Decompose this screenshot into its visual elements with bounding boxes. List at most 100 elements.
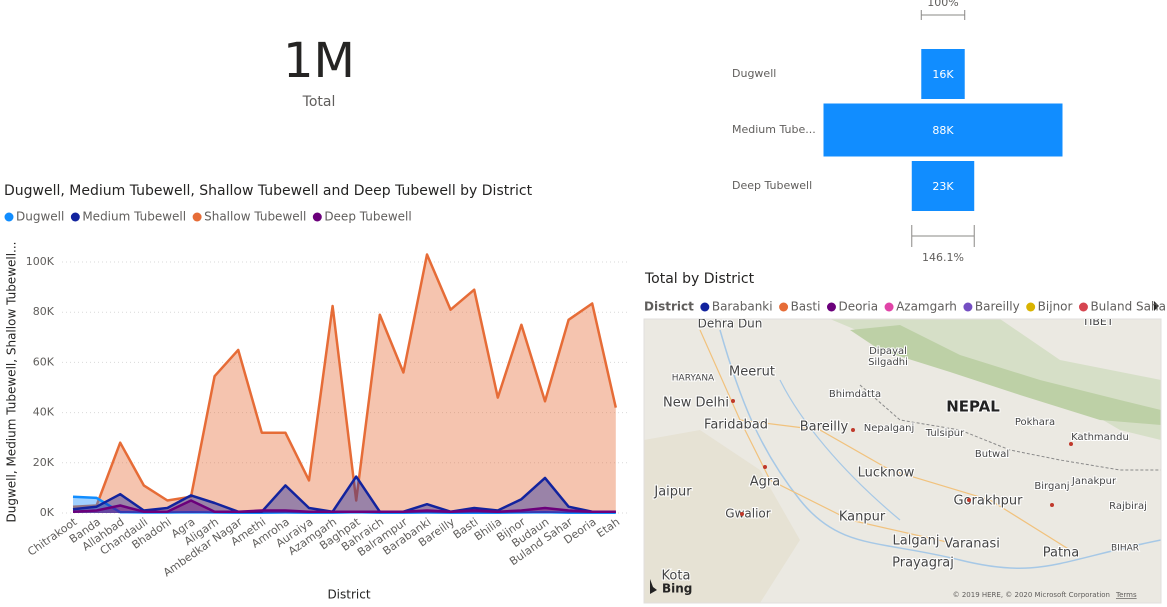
place-label: Prayagraj [892,556,954,571]
legend-marker [884,302,894,312]
legend-marker [1026,302,1036,312]
y-tick-label: 20K [33,456,55,469]
map-attribution: © 2019 HERE, © 2020 Microsoft Corporatio… [953,591,1110,599]
legend-marker [826,302,836,312]
legend-marker [700,302,710,312]
card-label: Total [302,94,336,110]
map-terms[interactable]: Terms [1115,591,1137,599]
legend-label: Bareilly [975,300,1020,314]
funnel-bar [823,103,1063,157]
legend-label: Bijnor [1038,300,1073,314]
legend-marker [312,212,322,222]
x-tick-label: Etah [594,515,622,540]
legend-label: Dugwell [16,210,64,224]
legend-next[interactable] [1154,301,1159,311]
funnel-category: Deep Tubewell [732,179,812,192]
place-label: Rajbiraj [1109,501,1147,512]
place-label: Jaipur [653,485,692,500]
place-label: New Delhi [663,396,729,411]
legend-marker [4,212,14,222]
legend-label: Azamgarh [896,300,957,314]
place-dot [967,498,971,502]
place-label: Kanpur [839,510,886,525]
place-label: Tulsipur [925,428,965,439]
place-label: Birganj [1034,481,1069,492]
funnel-category: Dugwell [732,67,776,80]
place-label: Lucknow [858,466,915,481]
place-label: NEPAL [946,398,1000,416]
legend-marker [779,302,789,312]
legend-marker [1078,302,1088,312]
funnel-bar [921,49,965,99]
legend-label: Deoria [838,300,878,314]
y-tick-label: 80K [33,305,55,318]
line [72,253,618,508]
funnel-bracket [911,225,975,247]
line [72,499,616,513]
place-label: Kota [662,569,691,584]
funnel-value-label: 88K [932,124,954,137]
legend-marker [70,212,80,222]
place-label: Agra [750,475,780,490]
place-label: Bhimdatta [829,389,881,400]
place-label: TIBET [1081,315,1113,328]
place-label: Dipayal [869,346,907,357]
y-tick-label: 0K [40,506,55,519]
place-label: Varanasi [944,537,1000,552]
place-label: Gwalior [725,507,770,521]
y-tick-label: 100K [26,255,55,268]
map-title: Total by District [644,271,755,287]
place-label: Kathmandu [1071,432,1129,443]
place-label: Nepalganj [864,423,914,434]
funnel-value-label: 23K [932,180,954,193]
funnel-category: Medium Tube... [732,123,816,136]
x-axis-title: District [327,588,370,602]
place-label: Patna [1043,546,1080,561]
legend-marker [192,212,202,222]
place-label: Meerut [729,365,775,380]
place-dot [1050,503,1054,507]
legend-label: Medium Tubewell [82,210,186,224]
place-label: Pokhara [1015,417,1055,428]
map-background [644,319,1161,603]
place-dot [731,399,735,403]
place-dot [763,465,767,469]
legend-label: Barabanki [712,300,773,314]
place-label: BIHAR [1111,544,1139,554]
funnel-top-label: 100% [927,0,958,9]
place-label: Janakpur [1071,476,1117,487]
card-value: 1M [283,33,355,89]
place-label: Lalganj [893,534,940,549]
place-dot [1069,442,1073,446]
place-label: Gorakhpur [954,494,1024,509]
legend-label: Deep Tubewell [324,210,411,224]
legend-title: District [644,300,694,314]
map-logo-icon [650,579,657,594]
funnel-bottom-label: 146.1% [922,251,964,264]
map-frame [643,318,1162,604]
place-label: Butwal [975,449,1009,460]
place-dot [740,512,744,516]
map-logo: Bing [662,582,692,596]
place-label: Bareilly [800,420,849,435]
place-label: Dehra Dun [698,317,763,331]
legend-marker [963,302,973,312]
legend-label: Buland Sahar [1090,300,1167,314]
funnel-bracket [920,10,966,20]
legend-label: Shallow Tubewell [204,210,306,224]
chart-title: Dugwell, Medium Tubewell, Shallow Tubewe… [4,183,533,199]
place-label: Silgadhi [868,357,908,368]
place-label: HARYANA [672,374,715,384]
line [72,475,616,513]
funnel-value-label: 16K [932,68,954,81]
y-tick-label: 60K [33,355,55,368]
y-tick-label: 40K [33,406,55,419]
place-dot [851,428,855,432]
place-label: Faridabad [704,418,768,433]
legend-label: Basti [791,300,821,314]
y-axis-title: Dugwell, Medium Tubewell, Shallow Tubewe… [5,242,19,523]
area [73,254,616,513]
funnel-bar [911,161,975,211]
